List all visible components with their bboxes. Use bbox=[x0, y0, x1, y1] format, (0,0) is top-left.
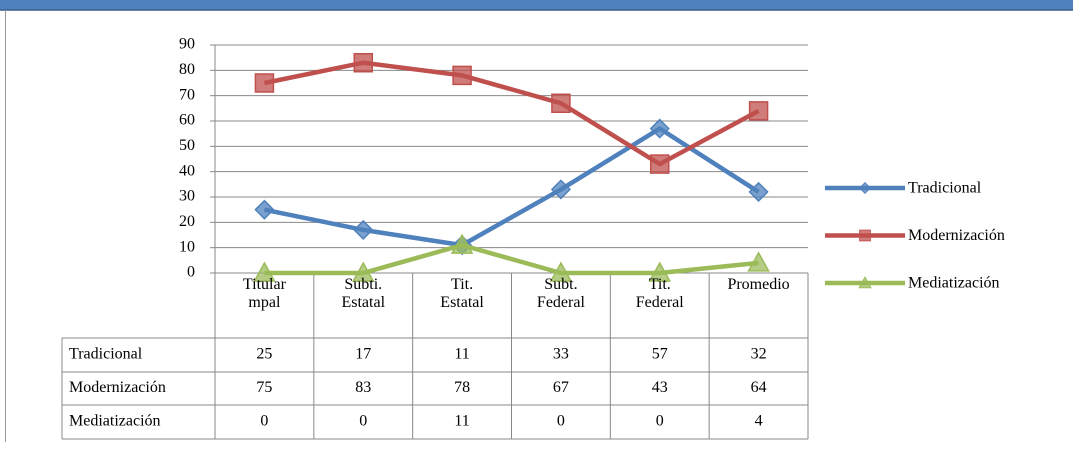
table-cell: 11 bbox=[454, 346, 469, 363]
series-line bbox=[263, 60, 760, 167]
table-cell: 64 bbox=[751, 379, 767, 396]
table-cell: 67 bbox=[553, 379, 569, 396]
x-tick-label: Titular mpal bbox=[242, 276, 286, 311]
x-tick-label: Tit. Estatal bbox=[440, 276, 484, 311]
point-marker bbox=[648, 261, 672, 282]
legend-label: Modernización bbox=[908, 227, 1005, 244]
series-line bbox=[264, 242, 759, 276]
y-tick-label: 60 bbox=[179, 112, 195, 129]
x-tick-label: Subt. Federal bbox=[536, 276, 585, 311]
y-tick-label: 70 bbox=[179, 86, 195, 103]
table-cell: 11 bbox=[454, 413, 469, 430]
table-cell: 57 bbox=[652, 346, 668, 363]
table-cell: 43 bbox=[652, 379, 668, 396]
series-line bbox=[263, 126, 760, 248]
point-marker bbox=[549, 261, 573, 282]
legend-marker bbox=[859, 229, 871, 242]
table-cell: 0 bbox=[359, 413, 367, 430]
point-marker bbox=[550, 179, 571, 200]
y-tick-label: 30 bbox=[179, 188, 195, 205]
table-cell: 32 bbox=[751, 346, 767, 363]
x-tick-label: Tit. Federal bbox=[635, 276, 684, 311]
point-marker bbox=[254, 199, 275, 220]
point-marker bbox=[748, 181, 769, 202]
point-marker bbox=[650, 154, 670, 174]
y-tick-label: 80 bbox=[179, 61, 195, 78]
table-cell: 78 bbox=[454, 379, 470, 396]
table-cell: 4 bbox=[755, 413, 763, 430]
table-row-label: Tradicional bbox=[69, 346, 143, 363]
point-marker bbox=[253, 261, 276, 282]
y-tick-label: 0 bbox=[187, 264, 195, 281]
y-tick-label: 40 bbox=[179, 162, 195, 179]
table-row-label: Mediatización bbox=[69, 413, 161, 430]
point-marker bbox=[748, 101, 769, 121]
x-tick-label: Promedio bbox=[727, 276, 790, 293]
point-marker bbox=[351, 261, 375, 282]
table-cell: 25 bbox=[256, 346, 272, 363]
legend-marker bbox=[858, 181, 872, 195]
table-cell: 33 bbox=[553, 346, 569, 363]
point-marker bbox=[747, 251, 770, 272]
point-marker bbox=[452, 65, 472, 86]
legend-label: Mediatización bbox=[908, 275, 1000, 292]
point-marker bbox=[649, 118, 670, 139]
x-tick-label: Subti. Estatal bbox=[341, 276, 386, 311]
y-tick-label: 20 bbox=[179, 213, 195, 230]
y-tick-label: 10 bbox=[179, 238, 195, 255]
legend-label: Tradicional bbox=[908, 180, 982, 197]
top-band bbox=[0, 0, 1073, 10]
point-marker bbox=[353, 219, 374, 240]
table-row-label: Modernización bbox=[69, 379, 166, 396]
table-cell: 17 bbox=[355, 346, 371, 363]
point-marker bbox=[254, 73, 275, 93]
table-cell: 0 bbox=[260, 413, 268, 430]
y-tick-label: 90 bbox=[179, 36, 195, 53]
table-cell: 75 bbox=[256, 379, 272, 396]
point-marker bbox=[551, 93, 571, 114]
legend-marker bbox=[858, 276, 872, 289]
point-marker bbox=[450, 233, 474, 254]
table-cell: 83 bbox=[355, 379, 371, 396]
table-cell: 0 bbox=[656, 413, 664, 430]
point-marker bbox=[353, 52, 373, 73]
table-cell: 0 bbox=[557, 413, 565, 430]
y-tick-label: 50 bbox=[179, 137, 195, 154]
